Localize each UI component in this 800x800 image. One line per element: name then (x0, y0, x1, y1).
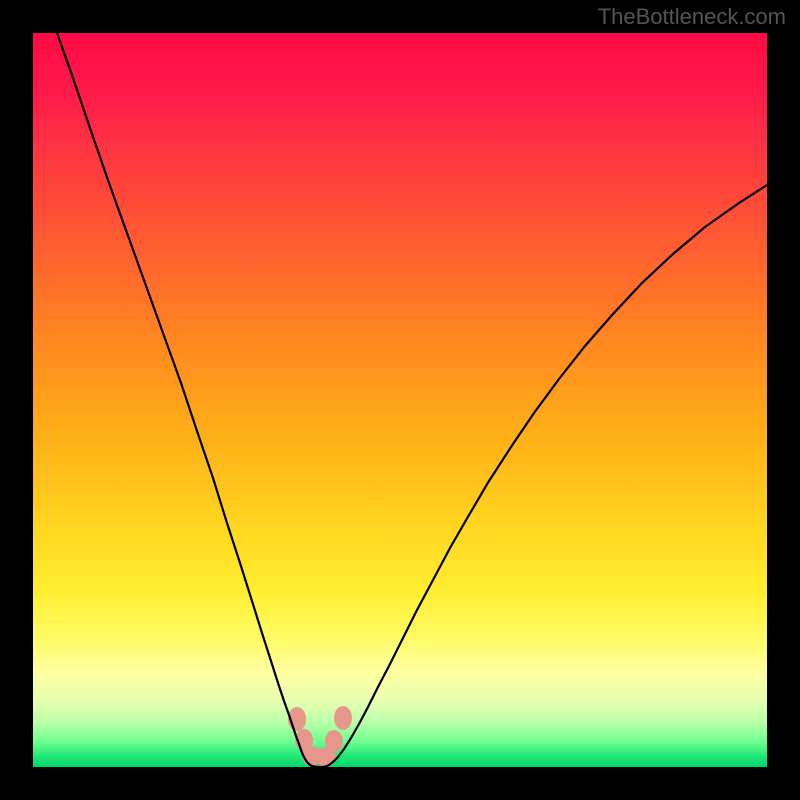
curve-marker (325, 730, 343, 752)
curve-marker (334, 706, 352, 730)
chart-plot-area (33, 33, 767, 767)
watermark-text: TheBottleneck.com (598, 4, 786, 30)
bottleneck-curve (33, 33, 767, 767)
